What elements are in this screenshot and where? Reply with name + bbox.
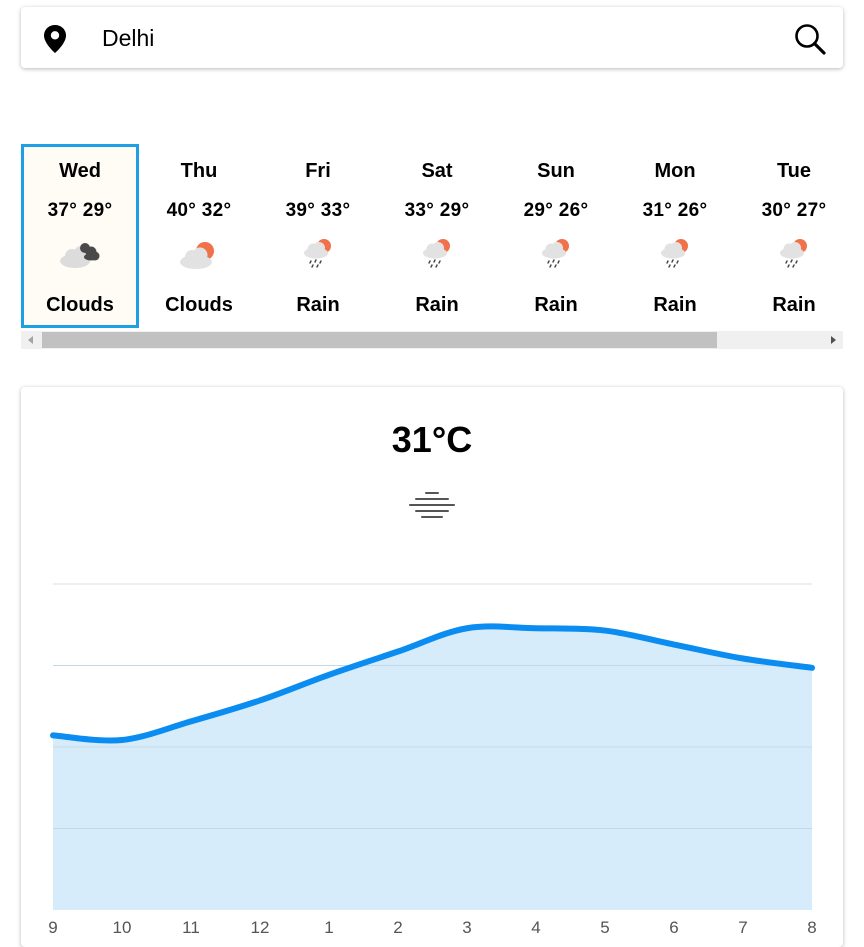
- forecast-high: 29°: [523, 200, 554, 221]
- chart-x-tick-label: 2: [393, 918, 402, 937]
- search-input[interactable]: [102, 20, 752, 56]
- chart-x-tick-label: 1: [324, 918, 333, 937]
- forecast-day-name: Mon: [654, 160, 696, 182]
- scrollbar-thumb[interactable]: [42, 332, 717, 348]
- forecast-condition: Clouds: [46, 294, 114, 316]
- forecast-temps: 33° 29°: [378, 200, 496, 222]
- chart-x-tick-label: 9: [48, 918, 57, 937]
- forecast-day-sat[interactable]: Sat 33° 29° Rain: [378, 144, 496, 329]
- rain-sun-cloud-icon: [531, 234, 581, 274]
- dark-clouds-icon: [55, 234, 105, 274]
- forecast-day-name: Sun: [537, 160, 575, 182]
- forecast-day-sun[interactable]: Sun 29° 26° Rain: [497, 144, 615, 329]
- forecast-condition: Rain: [772, 294, 816, 316]
- forecast-low: 27°: [796, 200, 827, 221]
- forecast-day-name: Sat: [421, 160, 453, 182]
- chart-temperature-line: [50, 623, 815, 744]
- forecast-day-name: Fri: [305, 160, 331, 182]
- detail-card: 31°C 9 10 11 12 1 2 3 4 5 6 7 8: [21, 387, 843, 947]
- forecast-scrollbar[interactable]: [21, 331, 843, 349]
- sun-behind-cloud-icon: [174, 234, 224, 274]
- chart-x-tick-label: 12: [251, 918, 270, 937]
- scroll-right-arrow-icon[interactable]: [831, 336, 836, 344]
- forecast-temps: 37° 29°: [24, 200, 136, 222]
- chart-x-tick-label: 11: [182, 918, 200, 937]
- forecast-high: 33°: [404, 200, 435, 221]
- forecast-day-name: Thu: [180, 160, 218, 182]
- forecast-condition: Rain: [534, 294, 578, 316]
- forecast-condition: Clouds: [165, 294, 233, 316]
- chart-x-tick-label: 3: [462, 918, 471, 937]
- scroll-left-arrow-icon[interactable]: [28, 336, 33, 344]
- forecast-strip: Wed 37° 29° Clouds Thu 40° 32° Clouds Fri 39° 3…: [21, 144, 843, 329]
- rain-sun-cloud-icon: [412, 234, 462, 274]
- forecast-low: 33°: [320, 200, 351, 221]
- forecast-temps: 40° 32°: [140, 200, 258, 222]
- forecast-high: 37°: [47, 200, 78, 221]
- search-bar: [21, 7, 843, 68]
- rain-sun-cloud-icon: [769, 234, 819, 274]
- chart-x-tick-label: 10: [113, 918, 132, 937]
- forecast-day-fri[interactable]: Fri 39° 33° Rain: [259, 144, 377, 329]
- forecast-day-name: Wed: [59, 160, 101, 182]
- location-pin-icon: [41, 23, 69, 55]
- forecast-day-name: Tue: [776, 160, 812, 182]
- chart-x-tick-label: 6: [669, 918, 678, 937]
- forecast-day-wed[interactable]: Wed 37° 29° Clouds: [21, 144, 139, 328]
- forecast-temps: 31° 26°: [616, 200, 734, 222]
- forecast-condition: Rain: [415, 294, 459, 316]
- forecast-day-mon[interactable]: Mon 31° 26° Rain: [616, 144, 734, 329]
- forecast-low: 26°: [677, 200, 708, 221]
- forecast-temps: 30° 27°: [735, 200, 843, 222]
- rain-sun-cloud-icon: [293, 234, 343, 274]
- hourly-temperature-chart: 9 10 11 12 1 2 3 4 5 6 7 8: [48, 583, 817, 937]
- forecast-condition: Rain: [296, 294, 340, 316]
- forecast-high: 40°: [166, 200, 197, 221]
- forecast-condition: Rain: [653, 294, 697, 316]
- chart-x-tick-label: 7: [738, 918, 747, 937]
- forecast-high: 39°: [285, 200, 316, 221]
- current-temperature: 31°C: [391, 419, 473, 460]
- forecast-day-tue[interactable]: Tue 30° 27° Rain: [735, 144, 843, 329]
- haze-icon: [408, 490, 456, 522]
- forecast-low: 26°: [558, 200, 589, 221]
- forecast-temps: 39° 33°: [259, 200, 377, 222]
- chart-area-fill: [53, 626, 812, 910]
- forecast-high: 31°: [642, 200, 673, 221]
- search-icon[interactable]: [793, 22, 827, 56]
- chart-x-tick-label: 4: [531, 918, 540, 937]
- forecast-low: 32°: [201, 200, 232, 221]
- chart-x-tick-label: 5: [600, 918, 609, 937]
- forecast-day-thu[interactable]: Thu 40° 32° Clouds: [140, 144, 258, 329]
- forecast-low: 29°: [439, 200, 470, 221]
- rain-sun-cloud-icon: [650, 234, 700, 274]
- forecast-high: 30°: [761, 200, 792, 221]
- forecast-low: 29°: [82, 200, 113, 221]
- forecast-temps: 29° 26°: [497, 200, 615, 222]
- chart-x-tick-label: 8: [807, 918, 816, 937]
